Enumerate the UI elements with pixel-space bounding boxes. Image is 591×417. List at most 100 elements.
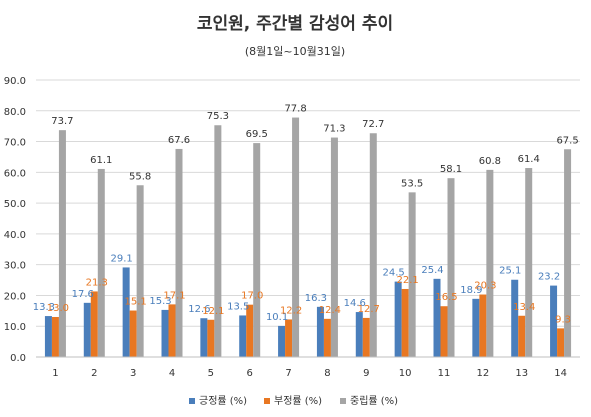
data-label: 17.6	[72, 289, 94, 300]
bar	[200, 318, 208, 357]
bar	[285, 319, 293, 357]
x-tick-label: 10	[399, 368, 412, 379]
data-label: 15.1	[125, 297, 147, 308]
x-tick-label: 5	[208, 368, 214, 379]
bar	[433, 278, 441, 357]
data-label: 22.1	[397, 275, 419, 286]
x-tick-label: 11	[438, 368, 451, 379]
data-label: 12.4	[319, 305, 341, 316]
bar	[175, 148, 183, 357]
x-tick-label: 2	[91, 368, 97, 379]
bar	[278, 325, 286, 357]
x-axis-ticks: 1 2 3 4 5 6 7 8 9 10 11 12 13 14	[52, 368, 567, 379]
data-label: 12.1	[202, 306, 224, 317]
data-label: 25.4	[421, 265, 443, 276]
bar	[394, 281, 402, 357]
bar	[292, 117, 300, 357]
bar	[51, 316, 59, 357]
bar	[355, 312, 363, 357]
data-label: 16.5	[435, 292, 457, 303]
bar	[253, 143, 261, 357]
data-label: 61.4	[518, 154, 540, 165]
legend-label: 긍정률 (%)	[199, 395, 247, 407]
bar	[168, 304, 176, 357]
data-label: 25.1	[499, 266, 521, 277]
bar	[316, 306, 324, 357]
data-label: 58.1	[440, 164, 462, 175]
bar	[58, 130, 66, 357]
y-tick-label: 60.0	[4, 168, 26, 179]
bar	[44, 316, 52, 357]
data-label: 21.3	[86, 277, 108, 288]
bar	[518, 315, 526, 357]
data-label: 13.5	[227, 301, 249, 312]
bar	[440, 306, 448, 357]
bar	[511, 279, 519, 357]
x-tick-label: 8	[324, 368, 330, 379]
y-tick-label: 70.0	[4, 138, 26, 149]
bars	[44, 117, 572, 357]
x-tick-label: 4	[169, 368, 175, 379]
data-label: 9.3	[555, 314, 571, 325]
x-tick-label: 1	[52, 368, 58, 379]
bar	[239, 315, 247, 357]
data-label: 67.5	[556, 135, 578, 146]
data-label: 13.4	[513, 302, 535, 313]
bar	[97, 168, 105, 357]
y-tick-label: 30.0	[4, 261, 26, 272]
x-tick-label: 13	[515, 368, 528, 379]
y-tick-label: 0.0	[10, 353, 26, 364]
data-label: 23.2	[538, 272, 560, 283]
bar	[564, 149, 572, 357]
bar	[330, 137, 338, 357]
bar	[447, 178, 455, 357]
bar	[550, 285, 558, 357]
chart-subtitle: (8월1일~10월31일)	[245, 44, 345, 58]
y-tick-label: 40.0	[4, 230, 26, 241]
bar	[486, 169, 494, 357]
data-label: 55.8	[129, 171, 151, 182]
bar	[161, 309, 169, 357]
bar	[122, 267, 130, 357]
data-label: 67.6	[168, 135, 190, 146]
data-label: 75.3	[207, 111, 229, 122]
data-label: 53.5	[401, 178, 423, 189]
data-label: 15.3	[149, 296, 171, 307]
chart-title: 코인원, 주간별 감성어 추이	[197, 14, 393, 34]
data-label: 17.0	[241, 291, 263, 302]
legend-label: 부정률 (%)	[274, 395, 322, 407]
bar	[479, 294, 487, 357]
bar	[129, 310, 137, 357]
legend: 긍정률 (%) 부정률 (%) 중립률 (%)	[189, 394, 398, 407]
bar	[246, 304, 254, 357]
x-tick-label: 14	[554, 368, 567, 379]
bar	[83, 302, 91, 357]
x-tick-label: 12	[476, 368, 489, 379]
y-tick-label: 50.0	[4, 199, 26, 210]
bar	[214, 125, 222, 357]
data-label: 12.6	[188, 304, 210, 315]
data-label: 61.1	[90, 155, 112, 166]
bar	[323, 318, 331, 357]
x-tick-label: 9	[363, 368, 369, 379]
data-label: 77.8	[284, 104, 306, 115]
y-axis-ticks: 0.0 10.0 20.0 30.0 40.0 50.0 60.0 70.0 80.0 90.0	[4, 76, 26, 364]
x-tick-label: 7	[285, 368, 291, 379]
legend-label: 중립률 (%)	[350, 394, 398, 407]
data-label: 60.8	[479, 156, 501, 167]
data-label: 16.3	[305, 293, 327, 304]
data-label: 10.1	[266, 312, 288, 323]
y-tick-label: 90.0	[4, 76, 26, 87]
data-label: 73.7	[51, 116, 73, 127]
legend-swatch	[189, 398, 195, 404]
data-label: 72.7	[362, 119, 384, 130]
data-label: 18.9	[460, 285, 482, 296]
data-label: 20.3	[474, 281, 496, 292]
data-label: 29.1	[111, 253, 133, 264]
bar	[90, 291, 98, 357]
data-label: 12.2	[280, 305, 302, 316]
bar	[557, 328, 565, 357]
data-label: 24.5	[383, 268, 405, 279]
data-label: 12.7	[358, 304, 380, 315]
